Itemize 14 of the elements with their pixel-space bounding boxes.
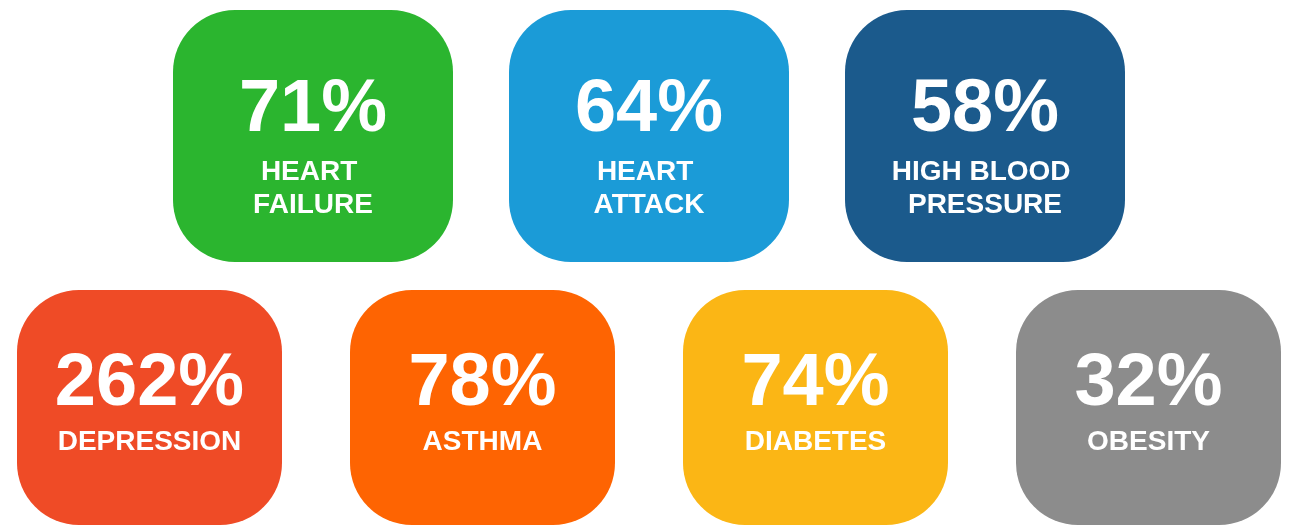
data-label: 58% [910, 64, 1060, 148]
data-label: 71% [238, 64, 388, 148]
category-label: OBESITY [1087, 424, 1211, 456]
category-label: HEART FAILURE [253, 154, 373, 219]
category-label: DIABETES [744, 424, 887, 456]
category-label: DEPRESSION [57, 424, 242, 456]
data-label: 64% [574, 64, 724, 148]
data-label: 74% [741, 337, 890, 421]
data-label: 78% [408, 337, 557, 421]
data-label: 262% [54, 337, 245, 421]
category-label: HIGH BLOOD PRESSURE [891, 154, 1079, 219]
category-label: HEART ATTACK [593, 154, 705, 219]
data-label: 32% [1074, 337, 1223, 421]
category-label: ASTHMA [422, 424, 543, 456]
